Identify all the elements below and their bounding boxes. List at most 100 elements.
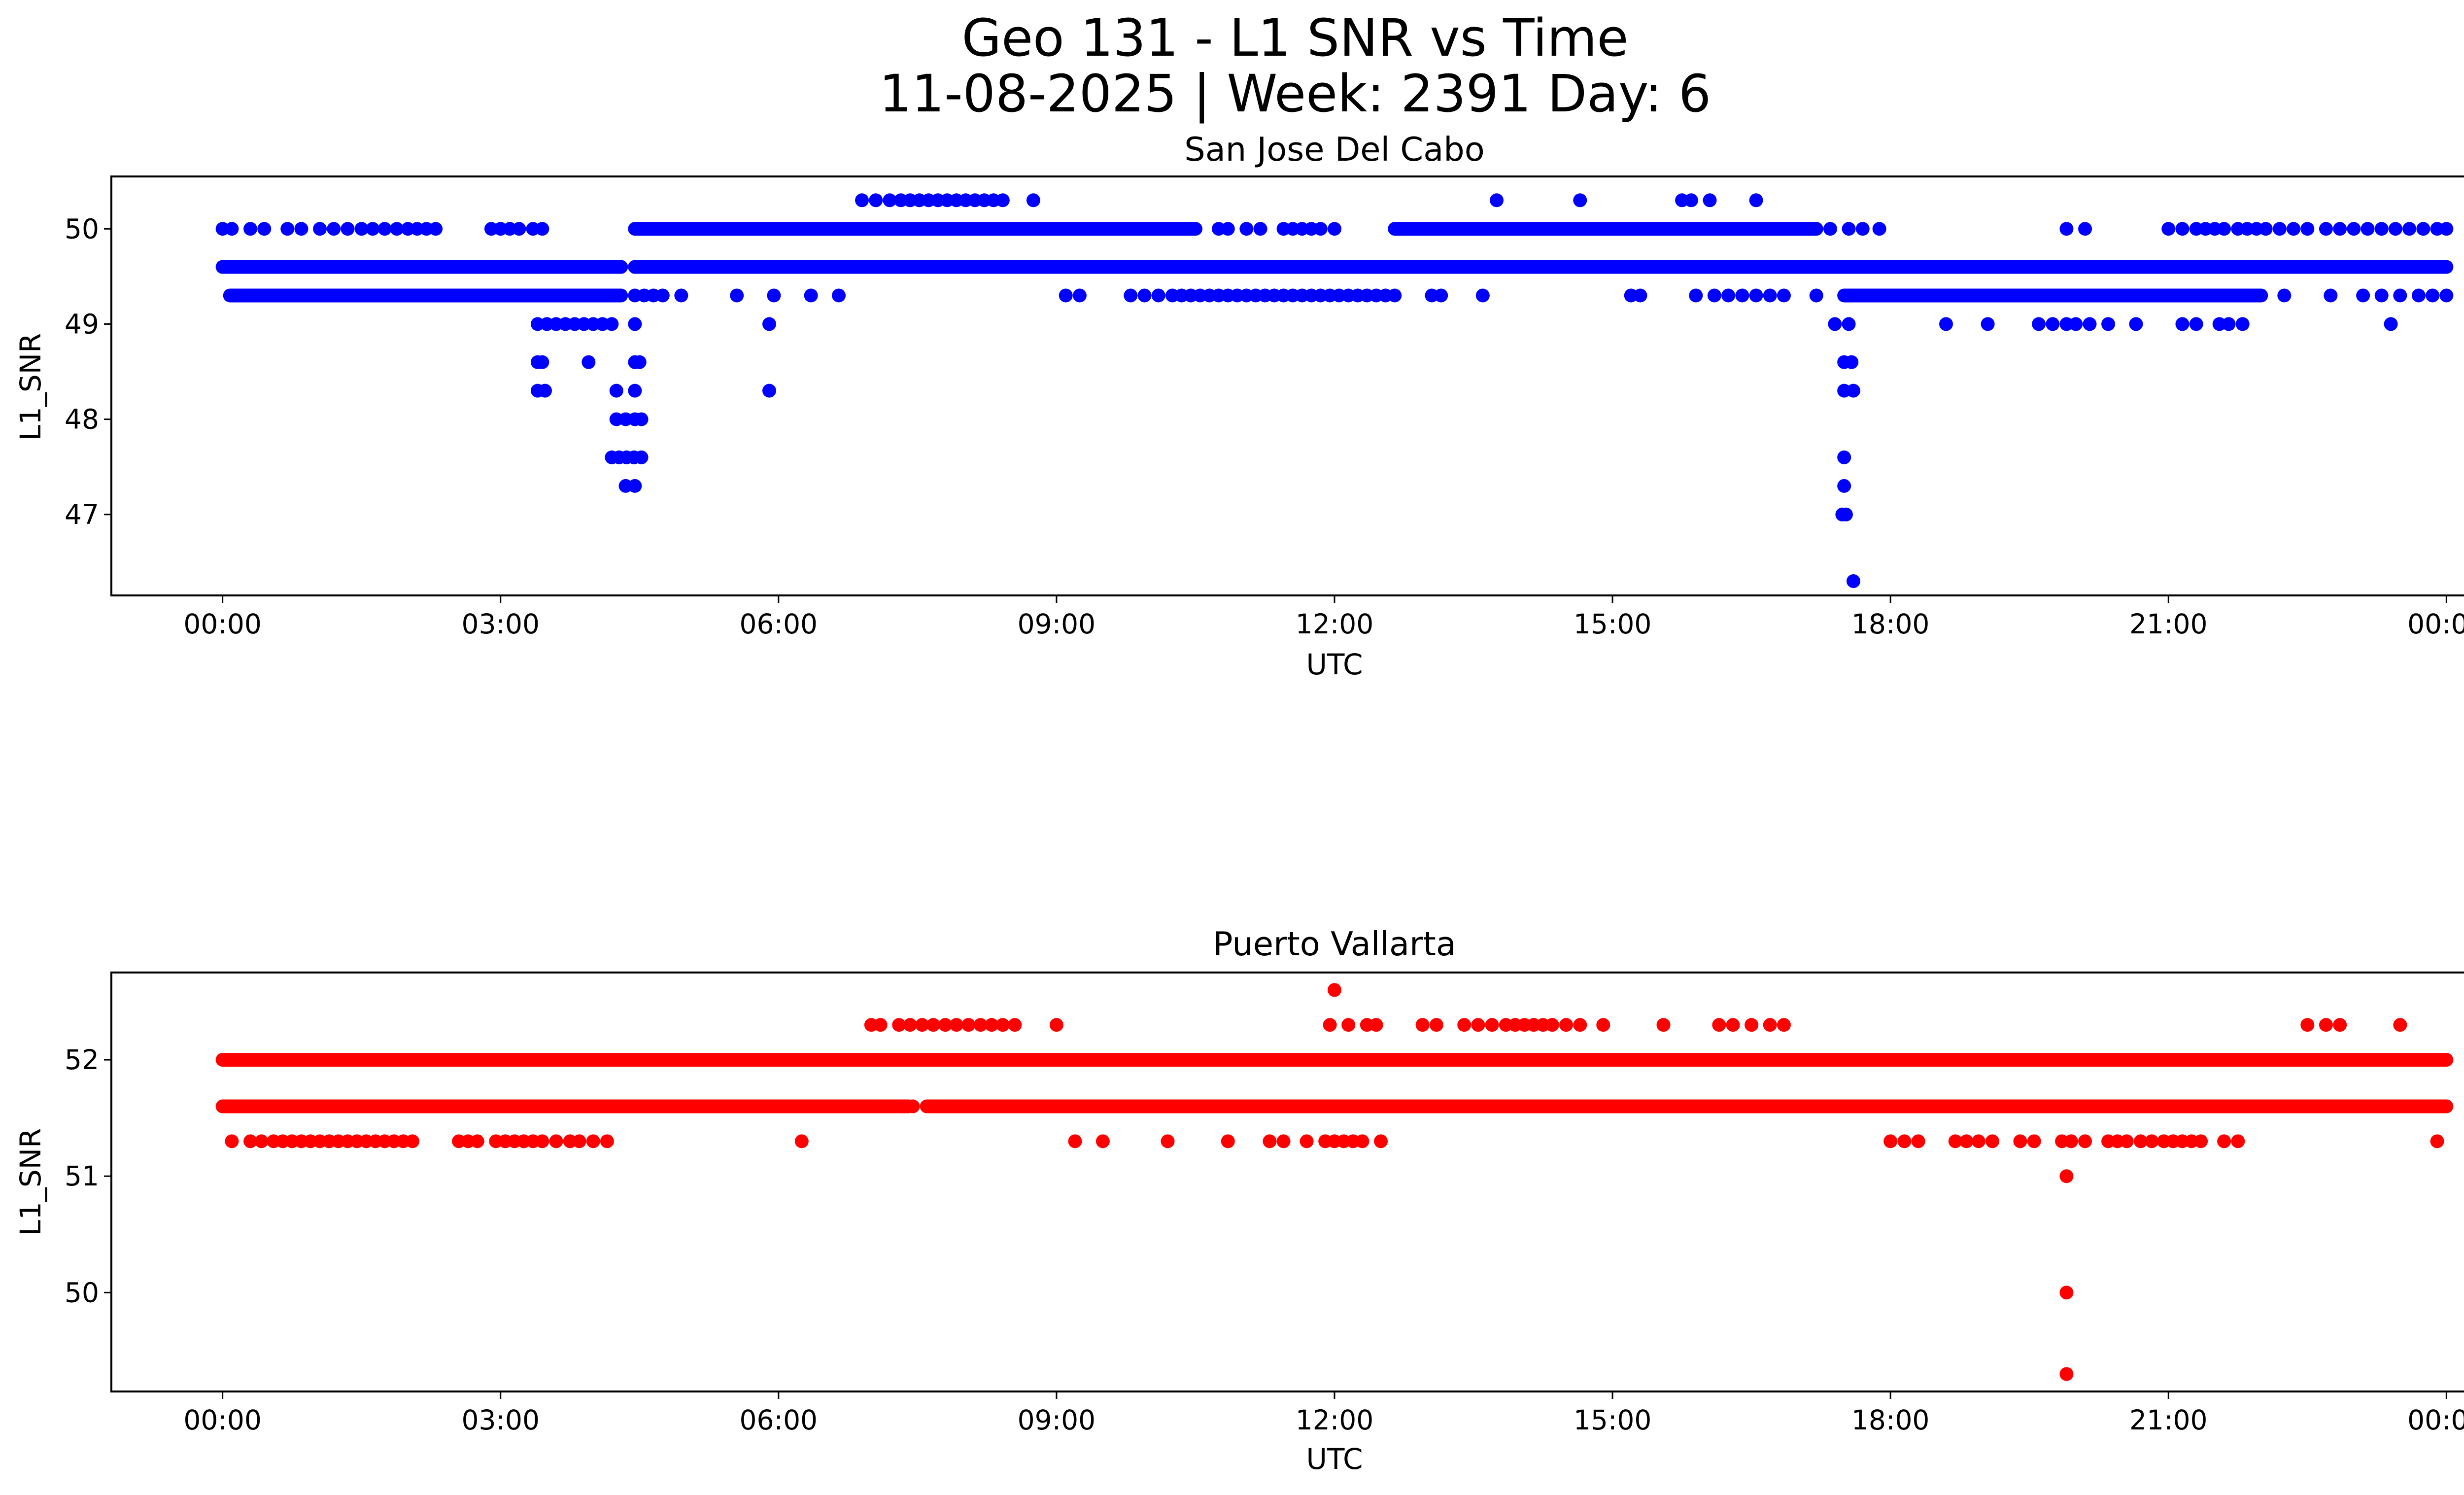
data-point bbox=[2120, 1134, 2134, 1148]
x-tick-label: 06:00 bbox=[740, 608, 818, 640]
data-point bbox=[2416, 222, 2430, 236]
data-point bbox=[1429, 1018, 1443, 1032]
data-point bbox=[1959, 1134, 1974, 1148]
data-point bbox=[2027, 1134, 2041, 1148]
data-point bbox=[2059, 1367, 2074, 1381]
data-point bbox=[2426, 288, 2440, 303]
data-point bbox=[1911, 1134, 1925, 1148]
data-point bbox=[2393, 1018, 2407, 1032]
data-point bbox=[674, 288, 688, 303]
data-point bbox=[869, 193, 883, 208]
data-point bbox=[2078, 222, 2092, 236]
x-tick-label: 15:00 bbox=[1574, 1404, 1652, 1436]
data-point bbox=[2194, 1134, 2208, 1148]
data-point bbox=[2222, 317, 2236, 331]
data-point bbox=[2388, 222, 2402, 236]
data-point bbox=[2059, 222, 2074, 236]
data-point bbox=[762, 383, 777, 398]
y-axis-label: L1_SNR bbox=[14, 1128, 47, 1236]
data-point bbox=[1475, 288, 1490, 303]
axes-frame bbox=[110, 175, 2464, 596]
data-point bbox=[1656, 1018, 1671, 1032]
x-axis-label: UTC bbox=[1306, 648, 1363, 681]
data-point bbox=[1707, 288, 1721, 303]
data-point bbox=[985, 1018, 999, 1032]
y-tick-label: 52 bbox=[65, 1044, 99, 1076]
data-point bbox=[2356, 288, 2370, 303]
data-point bbox=[354, 222, 369, 236]
data-point bbox=[2175, 222, 2190, 236]
data-point bbox=[973, 1018, 988, 1032]
y-tick-label: 48 bbox=[65, 404, 99, 435]
data-point bbox=[1712, 1018, 1726, 1032]
data-point bbox=[572, 1134, 586, 1148]
data-point bbox=[2411, 288, 2426, 303]
data-point bbox=[1883, 1134, 1898, 1148]
data-point bbox=[1300, 1134, 1314, 1148]
data-point bbox=[1689, 288, 1703, 303]
data-point bbox=[2347, 222, 2361, 236]
data-point bbox=[2059, 1169, 2074, 1183]
data-point bbox=[1008, 1018, 1022, 1032]
data-point bbox=[634, 412, 649, 426]
data-point bbox=[2217, 1134, 2231, 1148]
data-point bbox=[2078, 1134, 2092, 1148]
data-point bbox=[2393, 288, 2407, 303]
data-point bbox=[1633, 288, 1647, 303]
data-point bbox=[2145, 1134, 2159, 1148]
data-point bbox=[470, 1134, 484, 1148]
data-point bbox=[313, 222, 327, 236]
data-point bbox=[1263, 1134, 1277, 1148]
x-tick-label: 09:00 bbox=[1018, 608, 1096, 640]
x-tick-label: 21:00 bbox=[2129, 608, 2208, 640]
data-point bbox=[2439, 222, 2454, 236]
y-tick-label: 50 bbox=[65, 213, 99, 244]
y-tick-label: 47 bbox=[65, 499, 99, 530]
data-point bbox=[1124, 288, 1138, 303]
data-point bbox=[2013, 1134, 2027, 1148]
data-point bbox=[1434, 288, 1448, 303]
data-point bbox=[429, 222, 443, 236]
data-point bbox=[1059, 288, 1073, 303]
x-tick-label: 00:00 bbox=[183, 1404, 262, 1436]
plot-title: Puerto Vallarta bbox=[1213, 925, 1456, 963]
x-tick-label: 15:00 bbox=[1574, 608, 1652, 640]
data-point bbox=[1726, 1018, 1740, 1032]
data-point bbox=[1855, 222, 1870, 236]
x-tick-label: 00:00 bbox=[2407, 608, 2464, 640]
data-point bbox=[873, 1018, 888, 1032]
data-point bbox=[1161, 1134, 1175, 1148]
data-point bbox=[1573, 193, 1587, 208]
data-point bbox=[366, 222, 380, 236]
data-point bbox=[1471, 1018, 1485, 1032]
data-point bbox=[1369, 1018, 1383, 1032]
data-point bbox=[2300, 222, 2315, 236]
data-point bbox=[1095, 1134, 1110, 1148]
data-point bbox=[535, 355, 549, 369]
data-point bbox=[2235, 317, 2250, 331]
y-axis-label: L1_SNR bbox=[14, 333, 47, 441]
data-point bbox=[243, 1134, 258, 1148]
data-point bbox=[2059, 1286, 2074, 1300]
x-tick-label: 18:00 bbox=[1851, 1404, 1930, 1436]
data-point bbox=[1846, 574, 1860, 589]
data-point bbox=[1842, 317, 1856, 331]
data-point bbox=[280, 222, 295, 236]
data-point bbox=[628, 479, 642, 493]
data-point bbox=[2069, 317, 2083, 331]
data-point bbox=[614, 260, 628, 274]
data-point bbox=[1374, 1134, 1388, 1148]
data-point bbox=[1323, 1018, 1337, 1032]
data-point bbox=[609, 383, 623, 398]
data-point bbox=[257, 222, 272, 236]
data-points bbox=[215, 193, 2454, 589]
data-point bbox=[906, 1099, 920, 1113]
data-point bbox=[915, 1018, 929, 1032]
data-point bbox=[2402, 222, 2417, 236]
data-point bbox=[406, 1134, 420, 1148]
data-point bbox=[1939, 317, 1953, 331]
data-point bbox=[1253, 222, 1267, 236]
axes-frame bbox=[110, 972, 2464, 1392]
data-point bbox=[949, 1018, 963, 1032]
data-point bbox=[341, 222, 355, 236]
